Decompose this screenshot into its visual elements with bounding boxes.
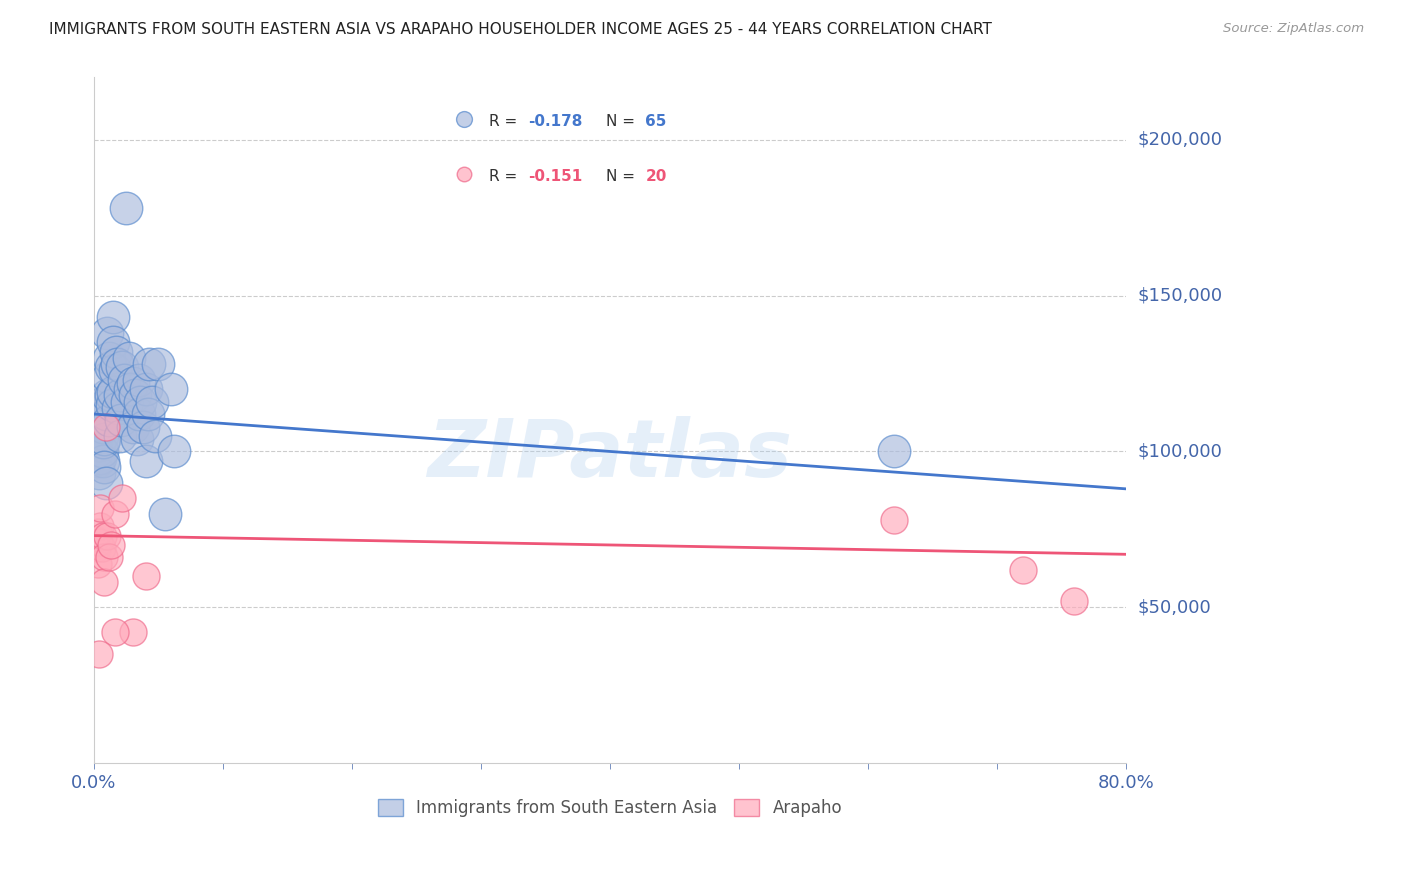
Point — [141, 394, 163, 409]
Point — [96, 528, 118, 542]
Point — [121, 376, 143, 390]
Point — [98, 413, 121, 427]
Point — [94, 475, 117, 490]
Point — [121, 625, 143, 640]
Point — [90, 444, 112, 458]
Point — [101, 398, 124, 412]
Point — [138, 357, 160, 371]
Point — [103, 363, 125, 377]
Point — [87, 413, 110, 427]
Point — [96, 388, 118, 402]
Point — [115, 202, 138, 216]
Point — [100, 360, 122, 375]
Point — [84, 532, 107, 546]
Point — [118, 351, 141, 365]
Point — [89, 450, 111, 465]
Point — [148, 357, 170, 371]
Point — [87, 557, 110, 571]
Point — [93, 575, 115, 590]
Text: $200,000: $200,000 — [1137, 131, 1222, 149]
Point — [124, 388, 146, 402]
Point — [100, 538, 122, 552]
Point — [100, 388, 122, 402]
Point — [128, 407, 150, 421]
Text: $150,000: $150,000 — [1137, 286, 1222, 304]
Point — [135, 569, 157, 583]
Point — [93, 550, 115, 565]
Point — [91, 528, 114, 542]
Point — [94, 419, 117, 434]
Point — [98, 351, 121, 365]
Point — [135, 454, 157, 468]
Point — [87, 534, 110, 549]
Point — [136, 407, 159, 421]
Point — [87, 454, 110, 468]
Point — [91, 435, 114, 450]
Point — [89, 401, 111, 415]
Point — [87, 425, 110, 440]
Point — [103, 507, 125, 521]
Point — [87, 467, 110, 481]
Point — [117, 394, 139, 409]
Legend: Immigrants from South Eastern Asia, Arapaho: Immigrants from South Eastern Asia, Arap… — [371, 792, 849, 823]
Point — [163, 444, 186, 458]
Text: ZIPatlas: ZIPatlas — [427, 416, 793, 493]
Point — [103, 310, 125, 325]
Point — [883, 444, 905, 458]
Point — [111, 491, 134, 506]
Point — [121, 419, 143, 434]
Point — [87, 438, 110, 452]
Point — [94, 407, 117, 421]
Text: $50,000: $50,000 — [1137, 599, 1211, 616]
Text: IMMIGRANTS FROM SOUTH EASTERN ASIA VS ARAPAHO HOUSEHOLDER INCOME AGES 25 - 44 YE: IMMIGRANTS FROM SOUTH EASTERN ASIA VS AR… — [49, 22, 993, 37]
Point — [103, 335, 125, 350]
Point — [93, 460, 115, 475]
Point — [103, 625, 125, 640]
Point — [118, 382, 141, 396]
Point — [89, 500, 111, 515]
Point — [110, 413, 132, 427]
Text: $100,000: $100,000 — [1137, 442, 1222, 460]
Point — [108, 429, 131, 443]
Point — [87, 647, 110, 661]
Point — [125, 432, 148, 446]
Point — [104, 344, 127, 359]
Point — [883, 513, 905, 527]
Point — [87, 525, 110, 540]
Point — [97, 369, 120, 384]
Point — [84, 432, 107, 446]
Point — [86, 444, 108, 458]
Point — [135, 382, 157, 396]
Point — [89, 419, 111, 434]
Point — [1063, 594, 1085, 608]
Point — [86, 423, 108, 437]
Point — [143, 429, 166, 443]
Point — [153, 507, 176, 521]
Point — [96, 326, 118, 340]
Point — [107, 401, 129, 415]
Point — [111, 360, 134, 375]
Point — [89, 519, 111, 533]
Point — [93, 432, 115, 446]
Point — [98, 550, 121, 565]
Point — [1011, 563, 1033, 577]
Point — [91, 419, 114, 434]
Point — [129, 394, 152, 409]
Point — [132, 419, 155, 434]
Point — [90, 410, 112, 425]
Point — [91, 454, 114, 468]
Point — [93, 394, 115, 409]
Point — [128, 373, 150, 387]
Text: Source: ZipAtlas.com: Source: ZipAtlas.com — [1223, 22, 1364, 36]
Point — [108, 388, 131, 402]
Point — [90, 541, 112, 555]
Point — [103, 385, 125, 400]
Point — [105, 357, 128, 371]
Point — [86, 541, 108, 555]
Point — [160, 382, 183, 396]
Point — [90, 429, 112, 443]
Point — [112, 373, 135, 387]
